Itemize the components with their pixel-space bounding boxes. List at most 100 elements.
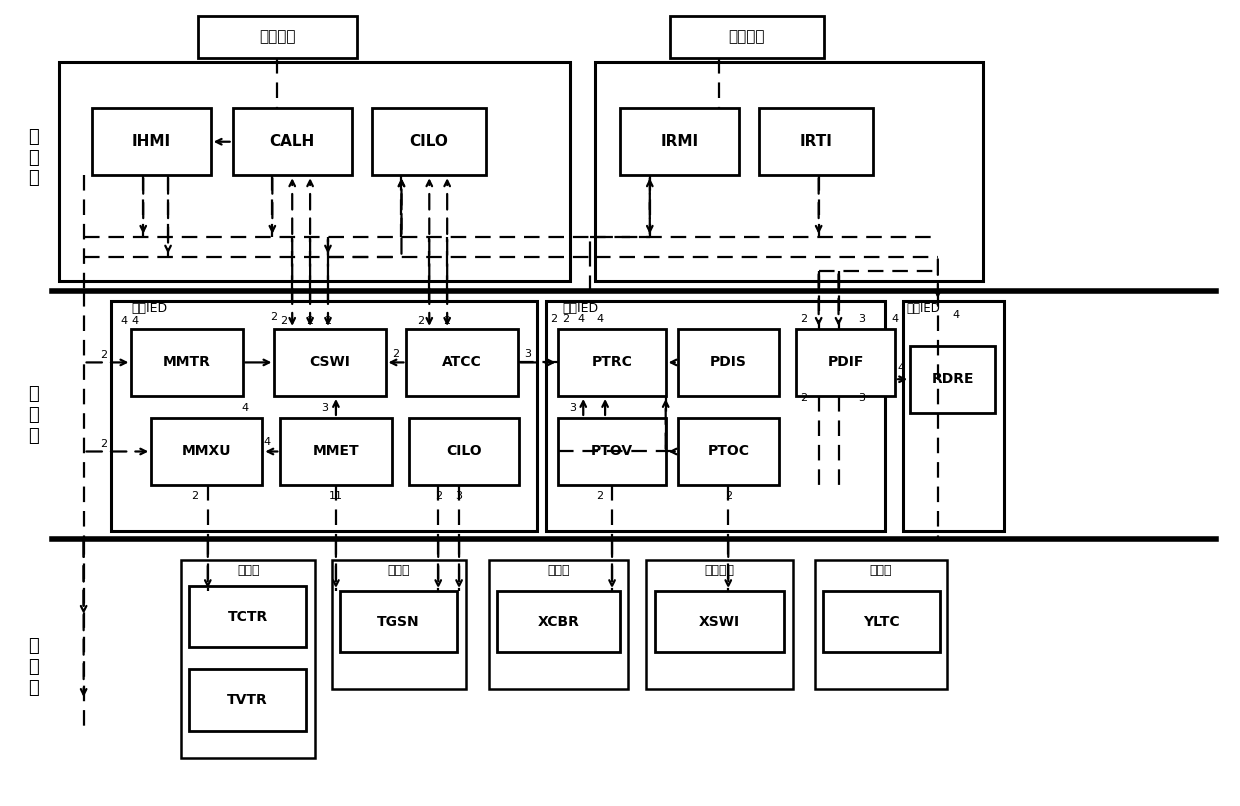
Text: 2: 2	[280, 316, 286, 326]
Text: 2: 2	[562, 314, 569, 324]
Bar	[595, 61, 982, 281]
Text: 测控IED: 测控IED	[131, 302, 167, 315]
Text: 4: 4	[264, 437, 272, 447]
Text: PTOC: PTOC	[707, 444, 749, 459]
Bar	[188, 669, 306, 730]
Text: 断路器: 断路器	[547, 563, 569, 577]
Bar	[407, 329, 517, 396]
Text: CSWI: CSWI	[310, 355, 351, 369]
Bar	[131, 329, 243, 396]
Bar	[151, 418, 263, 485]
Text: MMTR: MMTR	[162, 355, 211, 369]
Bar	[910, 346, 996, 413]
Text: PDIS: PDIS	[709, 355, 746, 369]
Text: CILO: CILO	[446, 444, 482, 459]
Text: 保护IED: 保护IED	[563, 302, 599, 315]
Bar	[274, 329, 386, 396]
Text: 2: 2	[100, 351, 107, 360]
Text: CALH: CALH	[269, 135, 315, 149]
Text: 2: 2	[549, 314, 557, 324]
Text: 传感器: 传感器	[387, 563, 409, 577]
Text: 3: 3	[525, 348, 531, 359]
Bar	[112, 301, 537, 530]
Text: 3: 3	[858, 393, 864, 403]
Text: 11: 11	[329, 491, 343, 501]
Bar	[188, 586, 306, 647]
Bar	[646, 560, 792, 689]
Bar	[372, 108, 486, 176]
Text: 4: 4	[892, 314, 899, 324]
Text: TCTR: TCTR	[227, 610, 268, 624]
Bar	[759, 108, 873, 176]
Text: TVTR: TVTR	[227, 693, 268, 707]
Text: 3: 3	[858, 314, 864, 324]
Bar	[815, 560, 947, 689]
Text: IHMI: IHMI	[131, 135, 171, 149]
Text: YLTC: YLTC	[863, 615, 899, 629]
Bar	[58, 61, 570, 281]
Text: 2: 2	[392, 348, 399, 359]
Text: TGSN: TGSN	[377, 615, 420, 629]
Text: 2: 2	[270, 312, 277, 322]
Text: XCBR: XCBR	[537, 615, 579, 629]
Bar	[409, 418, 518, 485]
Text: 3: 3	[455, 491, 463, 501]
Text: 录波IED: 录波IED	[906, 302, 940, 315]
Text: 2: 2	[100, 438, 107, 449]
Bar	[198, 16, 357, 57]
Bar	[670, 16, 823, 57]
Text: PDIF: PDIF	[827, 355, 864, 369]
Text: 2: 2	[191, 491, 198, 501]
Text: 隔离开关: 隔离开关	[704, 563, 734, 577]
Text: 监控主机: 监控主机	[259, 29, 295, 44]
Text: 2: 2	[435, 491, 441, 501]
Bar	[332, 560, 466, 689]
Text: 3: 3	[321, 403, 329, 413]
Text: 2: 2	[724, 491, 732, 501]
Bar	[280, 418, 392, 485]
Text: PTRC: PTRC	[591, 355, 632, 369]
Bar	[558, 418, 666, 485]
Text: 4: 4	[578, 314, 585, 324]
Text: 子
站
层: 子 站 层	[29, 128, 40, 187]
Bar	[181, 560, 315, 758]
Text: 远方接口: 远方接口	[728, 29, 764, 44]
Text: 2: 2	[325, 316, 331, 326]
Text: IRMI: IRMI	[661, 135, 698, 149]
Bar	[677, 329, 779, 396]
Bar	[822, 591, 940, 652]
Bar	[546, 301, 885, 530]
Text: 3: 3	[569, 403, 575, 413]
Text: 变压器: 变压器	[869, 563, 892, 577]
Text: ATCC: ATCC	[443, 355, 482, 369]
Text: 互感器: 互感器	[237, 563, 259, 577]
Text: RDRE: RDRE	[931, 372, 973, 386]
Text: 2: 2	[444, 316, 450, 326]
Text: 2: 2	[800, 314, 807, 324]
Text: 2: 2	[800, 393, 807, 403]
Text: MMXU: MMXU	[182, 444, 232, 459]
Bar	[655, 591, 784, 652]
Bar	[489, 560, 627, 689]
Bar	[497, 591, 620, 652]
Text: 4: 4	[596, 314, 604, 324]
Text: XSWI: XSWI	[699, 615, 740, 629]
Text: 4: 4	[898, 364, 905, 373]
Bar	[620, 108, 739, 176]
Text: 4: 4	[131, 316, 139, 326]
Bar	[233, 108, 352, 176]
Text: 过
程
层: 过 程 层	[29, 638, 40, 697]
Text: 4: 4	[241, 403, 248, 413]
Bar	[796, 329, 895, 396]
Text: MMET: MMET	[312, 444, 360, 459]
Bar	[677, 418, 779, 485]
Text: CILO: CILO	[409, 135, 448, 149]
Text: 4: 4	[120, 316, 128, 326]
Text: 2: 2	[596, 491, 604, 501]
Bar	[903, 301, 1004, 530]
Text: 终
端
层: 终 端 层	[29, 385, 40, 445]
Text: PTOV: PTOV	[591, 444, 634, 459]
Text: 2: 2	[417, 316, 424, 326]
Bar	[340, 591, 458, 652]
Text: 4: 4	[952, 310, 960, 320]
